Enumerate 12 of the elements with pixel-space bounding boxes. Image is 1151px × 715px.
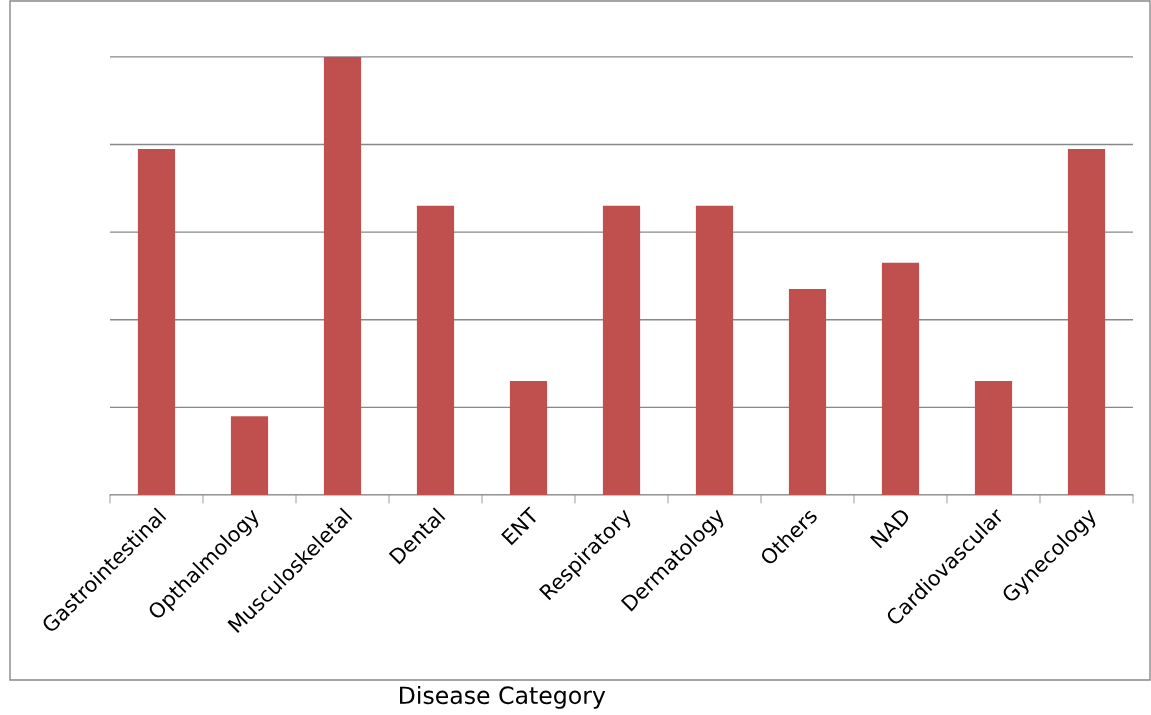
- bar: [509, 381, 548, 495]
- bar: [602, 205, 641, 495]
- bar: [323, 56, 362, 495]
- bar: [788, 289, 827, 495]
- bar: [230, 416, 269, 495]
- bar: [881, 262, 920, 495]
- bar: [974, 381, 1013, 495]
- x-axis-title: Disease Category: [400, 685, 606, 709]
- bar: [137, 148, 176, 495]
- bar: [416, 205, 455, 495]
- bar: [695, 205, 734, 495]
- bar: [1067, 148, 1106, 495]
